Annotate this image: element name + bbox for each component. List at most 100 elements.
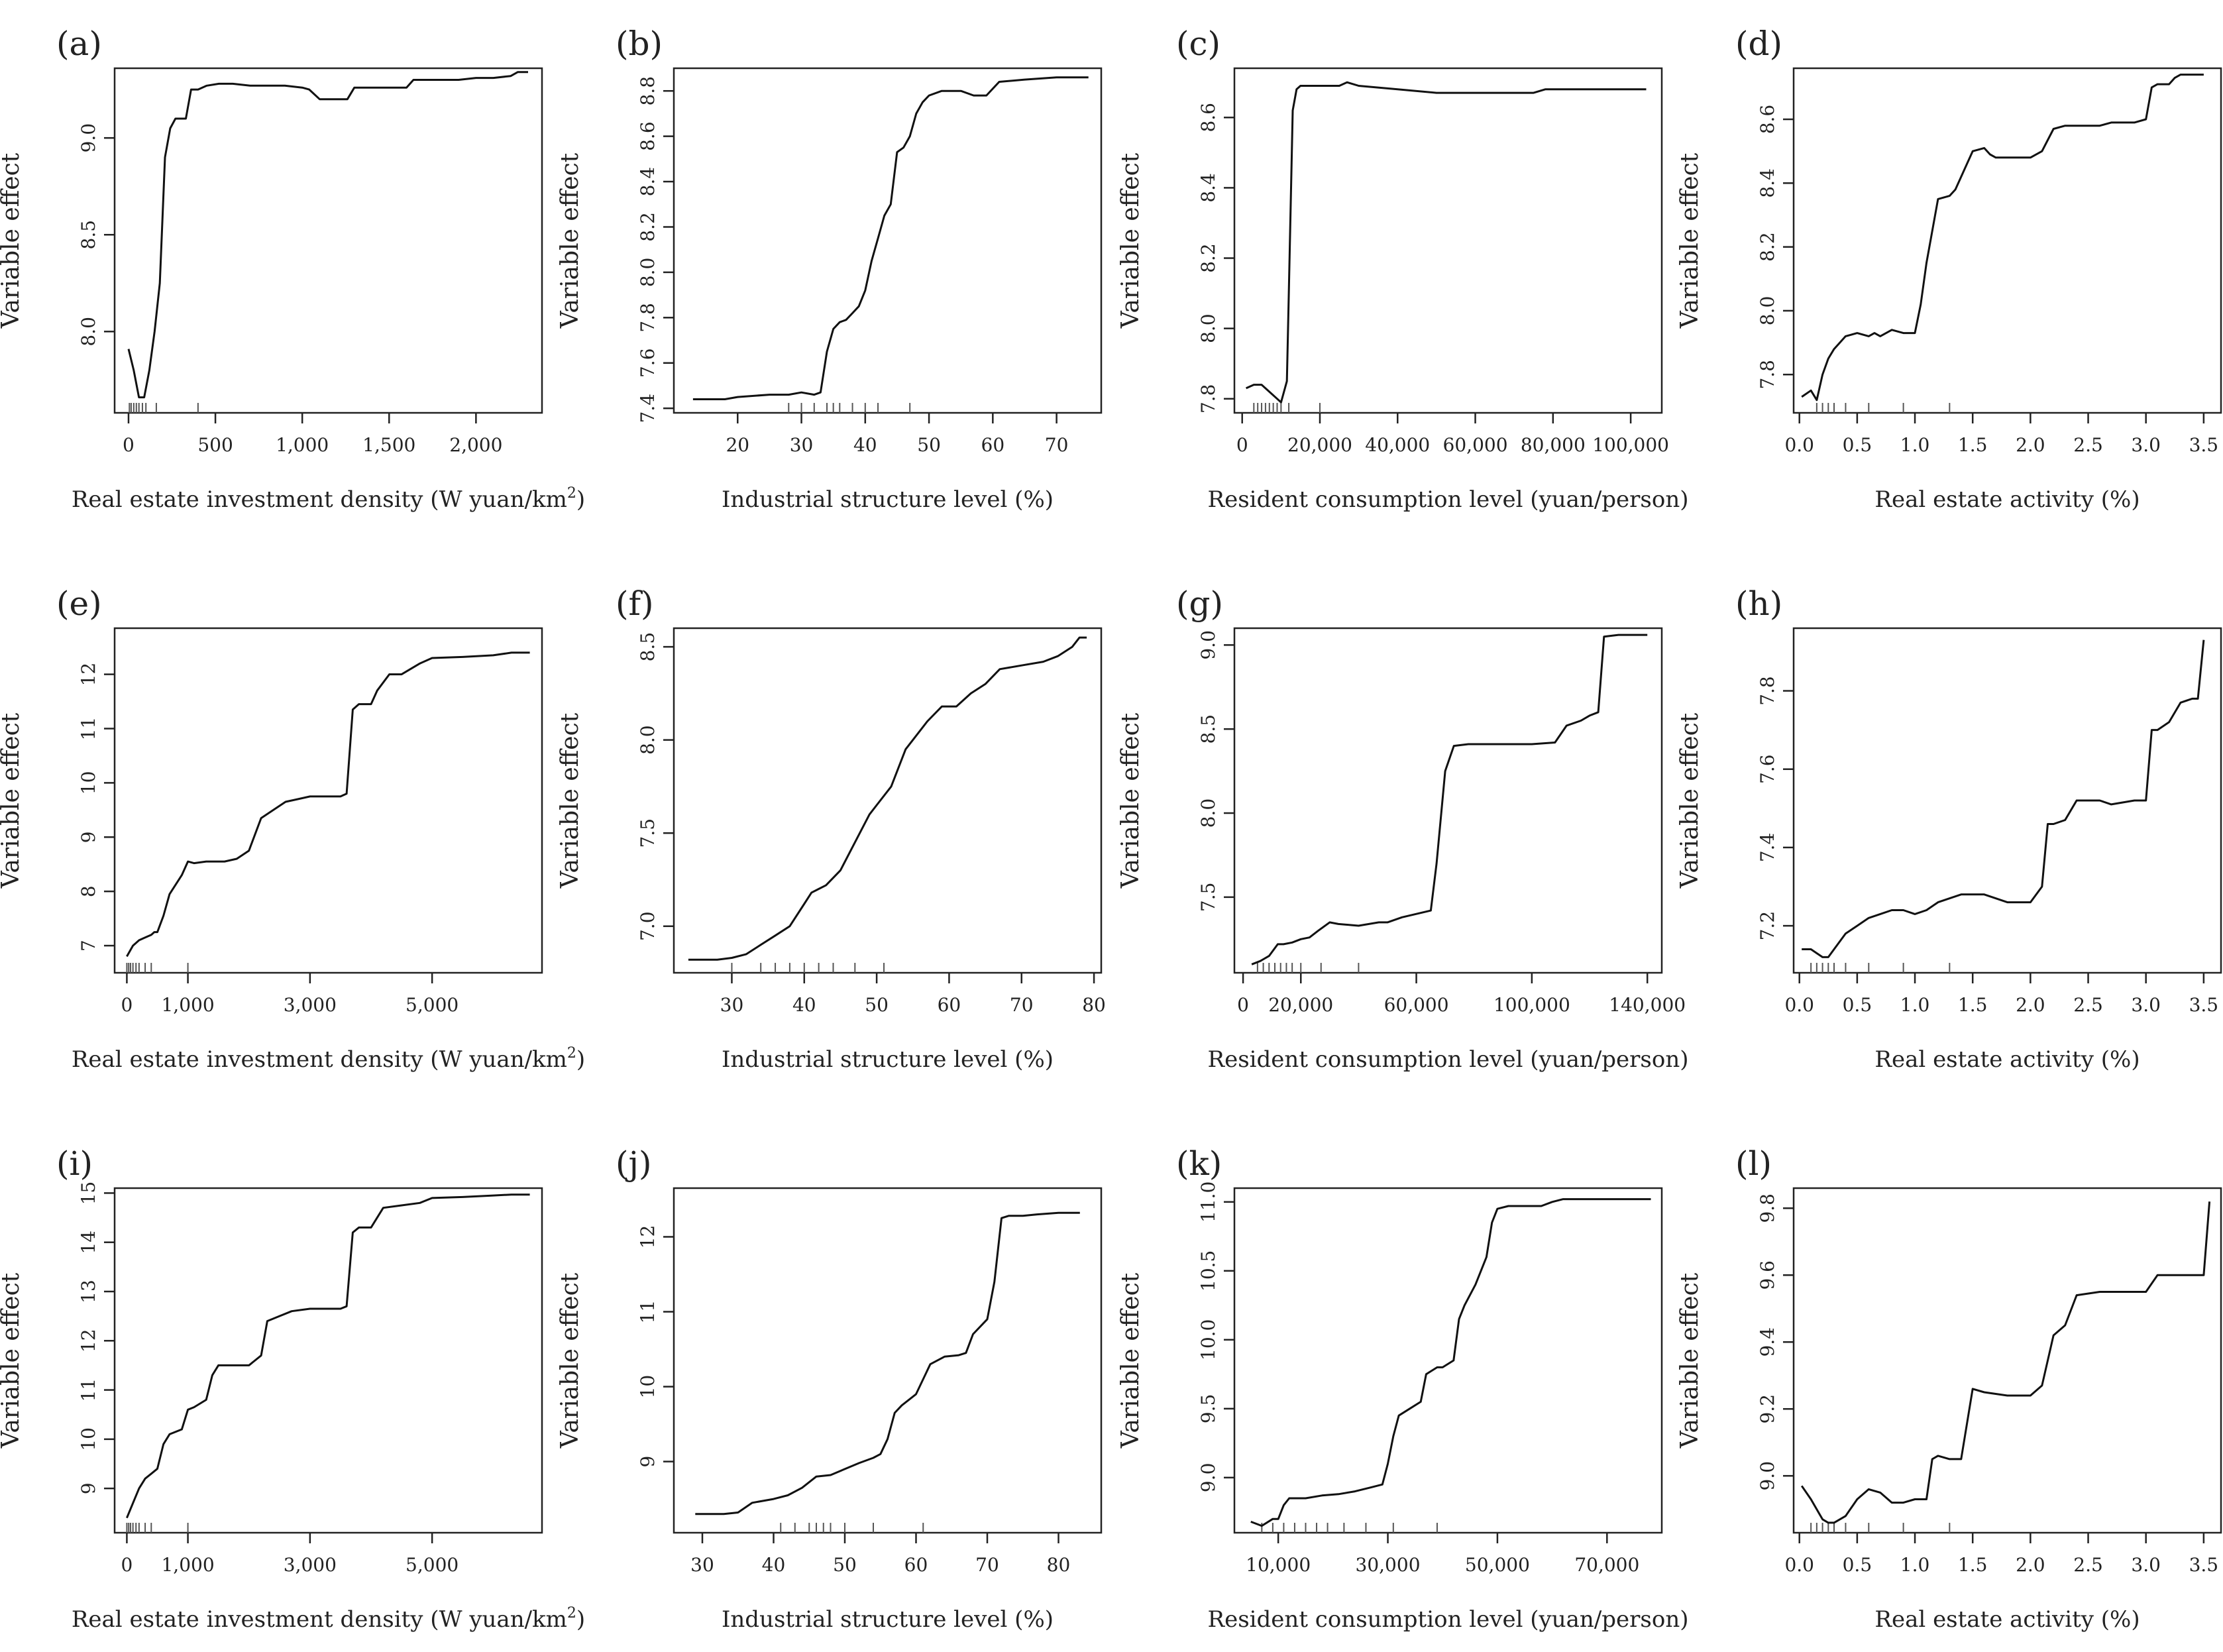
x-tick-label: 1.5 [1958, 434, 1988, 456]
y-tick-label: 8.2 [1197, 243, 1219, 273]
x-tick-label: 0.0 [1784, 1554, 1814, 1576]
effect-line [126, 1193, 530, 1519]
y-tick-label: 7.4 [637, 394, 659, 423]
x-tick-label: 2.5 [2073, 434, 2103, 456]
plot-frame [1233, 627, 1663, 974]
x-tick-label: 2.5 [2073, 1554, 2103, 1576]
y-tick-label: 7 [78, 940, 99, 952]
y-tick-label: 7.8 [1757, 360, 1778, 390]
x-tick-label: 20,000 [1268, 994, 1333, 1016]
y-tick-label: 8.4 [637, 167, 659, 197]
x-tick-label: 1,000 [161, 1554, 214, 1576]
x-tick-label: 50,000 [1465, 1554, 1530, 1576]
y-tick-label: 9 [78, 1482, 99, 1494]
y-tick-label: 11 [78, 717, 99, 741]
panel-label: (i) [56, 1144, 93, 1183]
y-tick-label: 9.4 [1757, 1327, 1778, 1357]
x-tick-label: 70,000 [1574, 1554, 1639, 1576]
effect-line [126, 651, 530, 958]
y-tick-label: 7.5 [1197, 883, 1219, 912]
x-tick-label: 2.0 [2016, 1554, 2045, 1576]
x-tick-label: 20 [726, 434, 749, 456]
x-axis-label-text: Real estate activity (%) [1874, 1606, 2140, 1633]
y-tick-label: 9.0 [1197, 630, 1219, 660]
x-tick-label: 0.5 [1843, 434, 1872, 456]
panel: (d) 0.0 0.5 1.0 1.5 2.0 2.5 3.0 3.5 7.8 8.0 8.2 8.4 8… [1676, 25, 2222, 513]
x-tick-label: 0 [1237, 994, 1249, 1016]
panel: (k) 10,000 30,000 50,000 70,000 9.0 9.5 10.0 10.… [1117, 1144, 1689, 1633]
x-axis-label-superscript: 2 [567, 1605, 576, 1622]
y-tick-label: 7.5 [637, 818, 659, 848]
plot-frame [113, 67, 543, 414]
panel: (g) 0 20,000 60,000 100,000 140,000 7.5 8.0 8.5 9… [1117, 584, 1689, 1073]
effect-line [1801, 74, 2204, 402]
panel: (e) 0 1,000 3,000 5,000 7 8 9 10 11 12 Variable eff… [0, 584, 585, 1073]
y-tick-label: 10 [78, 771, 99, 795]
y-tick-label: 8.6 [637, 121, 659, 151]
x-axis-label: Real estate investment density (W yuan/k… [72, 1605, 585, 1633]
y-tick-label: 11 [78, 1378, 99, 1402]
y-tick-label: 8.5 [78, 220, 99, 250]
plot-frame [673, 67, 1103, 414]
x-tick-label: 60,000 [1443, 434, 1508, 456]
x-tick-label: 10,000 [1246, 1554, 1311, 1576]
effect-line [1251, 633, 1648, 965]
plot-frame [1792, 1187, 2222, 1534]
effect-line [1802, 639, 2205, 958]
x-tick-label: 30,000 [1356, 1554, 1421, 1576]
effect-line [1250, 1198, 1651, 1527]
x-tick-label: 0 [121, 994, 133, 1016]
y-tick-label: 8.0 [78, 317, 99, 347]
y-tick-label: 10.5 [1197, 1250, 1219, 1292]
x-axis-label: Resident consumption level (yuan/person) [1208, 1046, 1689, 1073]
y-tick-label: 9.2 [1757, 1394, 1778, 1424]
panel: (b) 20 30 40 50 60 70 7.4 7.6 7.8 8.0 8.2 8.4 8.6 8.8 V… [557, 25, 1103, 513]
panel: (a) 0 500 1,000 1,500 2,000 8.0 8.5 9.0 Variable … [0, 25, 585, 513]
x-tick-label: 80 [1047, 1554, 1071, 1576]
x-axis-label: Real estate activity (%) [1874, 1046, 2140, 1073]
x-tick-label: 0 [121, 1554, 133, 1576]
x-axis-label-superscript: 2 [567, 485, 576, 502]
y-tick-label: 9.8 [1757, 1193, 1778, 1223]
x-tick-label: 60 [938, 994, 961, 1016]
y-tick-label: 8.0 [637, 725, 659, 755]
y-tick-label: 11.0 [1197, 1182, 1219, 1223]
x-tick-label: 5,000 [406, 994, 459, 1016]
x-axis-label-text: Industrial structure level (%) [722, 1046, 1054, 1073]
x-axis-label-text: Real estate activity (%) [1874, 1046, 2140, 1073]
plot-frame [1233, 1187, 1663, 1534]
panel-label: (f) [616, 584, 654, 623]
y-tick-label: 7.8 [1197, 384, 1219, 414]
x-tick-label: 50 [917, 434, 941, 456]
y-tick-label: 8.4 [1197, 173, 1219, 203]
x-axis-label: Real estate investment density (W yuan/k… [72, 1045, 585, 1073]
x-tick-label: 50 [865, 994, 889, 1016]
x-tick-label: 60 [981, 434, 1005, 456]
x-tick-label: 40,000 [1365, 434, 1430, 456]
y-tick-label: 8.5 [1197, 714, 1219, 744]
plot-frame [1233, 67, 1663, 414]
panel: (i) 0 1,000 3,000 5,000 9 10 11 12 13 14 15 Variable… [0, 1144, 585, 1633]
panel: (h) 0.0 0.5 1.0 1.5 2.0 2.5 3.0 3.5 7.2 7.4 7.6 7.8 V… [1676, 584, 2222, 1073]
x-tick-label: 0.5 [1843, 994, 1872, 1016]
plot-frame [113, 1187, 543, 1534]
y-tick-label: 15 [78, 1182, 99, 1205]
y-axis-label: Variable effect [1676, 712, 1704, 889]
x-tick-label: 3.5 [2189, 1554, 2219, 1576]
y-tick-label: 8.4 [1757, 168, 1778, 198]
x-tick-label: 20,000 [1287, 434, 1352, 456]
x-axis-label-text: Real estate activity (%) [1874, 486, 2140, 513]
x-tick-label: 3.0 [2131, 1554, 2161, 1576]
panel-label: (d) [1735, 25, 1782, 63]
x-axis-label-text: Industrial structure level (%) [722, 1606, 1054, 1633]
x-axis-label: Real estate activity (%) [1874, 1606, 2140, 1633]
x-tick-label: 1.5 [1958, 1554, 1988, 1576]
x-tick-label: 2.0 [2016, 994, 2045, 1016]
y-tick-label: 9.0 [78, 123, 99, 153]
effect-line [1800, 1201, 2211, 1524]
x-tick-label: 3.5 [2189, 434, 2219, 456]
x-tick-label: 1.5 [1958, 994, 1988, 1016]
effect-line [127, 71, 528, 399]
x-tick-label: 1.0 [1900, 1554, 1930, 1576]
